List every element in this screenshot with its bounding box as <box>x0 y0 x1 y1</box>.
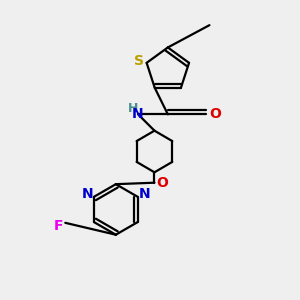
Text: O: O <box>156 176 168 190</box>
Text: N: N <box>138 188 150 201</box>
Text: O: O <box>209 107 221 121</box>
Text: S: S <box>134 54 144 68</box>
Text: H: H <box>128 103 138 116</box>
Text: N: N <box>131 107 143 121</box>
Text: N: N <box>82 188 93 201</box>
Text: F: F <box>54 219 64 233</box>
